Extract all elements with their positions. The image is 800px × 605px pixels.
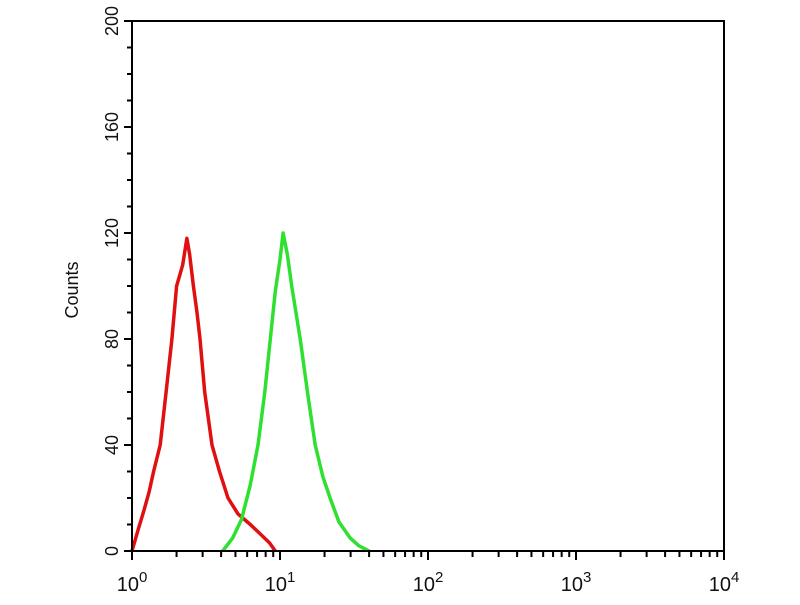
x-tick-label: 101 (265, 569, 296, 596)
histogram-series-2 (221, 231, 370, 553)
x-tick-exp: 1 (287, 569, 295, 586)
x-tick-exp: 4 (731, 569, 739, 586)
x-tick-base: 10 (265, 574, 287, 596)
plot-area (132, 21, 724, 551)
y-tick-label: 0 (102, 546, 122, 556)
y-axis-label: Counts (62, 261, 82, 318)
x-tick-label: 103 (561, 569, 592, 596)
x-tick-exp: 2 (435, 569, 443, 586)
x-tick-base: 10 (709, 574, 731, 596)
y-tick-label: 80 (102, 329, 122, 349)
x-tick-label: 102 (413, 569, 444, 596)
y-tick-label: 120 (102, 218, 122, 248)
histogram-series-1 (130, 236, 277, 553)
y-tick-label: 40 (102, 435, 122, 455)
x-tick-base: 10 (561, 574, 583, 596)
x-tick-exp: 0 (139, 569, 147, 586)
y-tick-label: 160 (102, 112, 122, 142)
series-layer (130, 231, 370, 553)
x-tick-base: 10 (413, 574, 435, 596)
x-tick-label: 100 (117, 569, 148, 596)
x-tick-label: 104 (709, 569, 740, 596)
y-tick-label: 200 (102, 6, 122, 36)
x-tick-exp: 3 (583, 569, 591, 586)
x-tick-base: 10 (117, 574, 139, 596)
